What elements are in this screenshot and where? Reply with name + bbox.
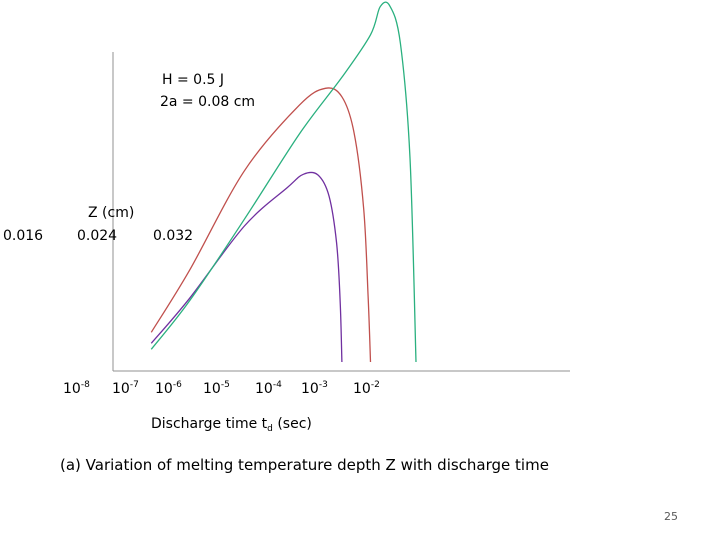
series-line-3 [150,1,417,363]
x-axis-label-subscript: d [267,424,273,434]
x-tick-exponent: -8 [80,380,90,390]
x-axis-label-unit: (sec) [277,416,312,432]
x-tick-exponent: -6 [172,380,182,390]
x-tick-exponent: -5 [220,380,230,390]
series-line-2 [150,87,372,363]
x-tick-label: 10-6 [155,380,182,397]
x-axis-label: Discharge time td (sec) [151,416,312,434]
y-tick-label: 0.032 [153,228,194,244]
x-tick-base: 10 [203,381,221,397]
x-tick-label: 10-8 [63,380,90,397]
x-tick-base: 10 [353,381,371,397]
x-tick-label: 10-7 [112,380,139,397]
x-tick-base: 10 [112,381,130,397]
x-tick-label: 10-4 [255,380,282,397]
x-tick-base: 10 [301,381,319,397]
annotation-energy: H = 0.5 J [162,72,225,88]
series-line-1 [150,171,343,363]
y-tick-label: 0.016 [3,228,44,244]
x-tick-exponent: -3 [318,380,328,390]
page-number: 25 [664,510,678,523]
y-tick-label: 0.024 [77,228,118,244]
x-tick-exponent: -2 [370,380,380,390]
x-tick-label: 10-2 [353,380,380,397]
figure-caption: (a) Variation of melting temperature dep… [60,456,549,474]
x-axis-label-text: Discharge time t [151,416,268,432]
x-tick-base: 10 [63,381,81,397]
x-tick-exponent: -7 [129,380,139,390]
x-tick-base: 10 [155,381,173,397]
x-tick-base: 10 [255,381,273,397]
x-tick-label: 10-3 [301,380,328,397]
x-tick-exponent: -4 [272,380,282,390]
x-tick-label: 10-5 [203,380,230,397]
annotation-gap: 2a = 0.08 cm [160,94,256,110]
y-axis-label: Z (cm) [88,205,135,221]
series-layer [150,1,417,363]
